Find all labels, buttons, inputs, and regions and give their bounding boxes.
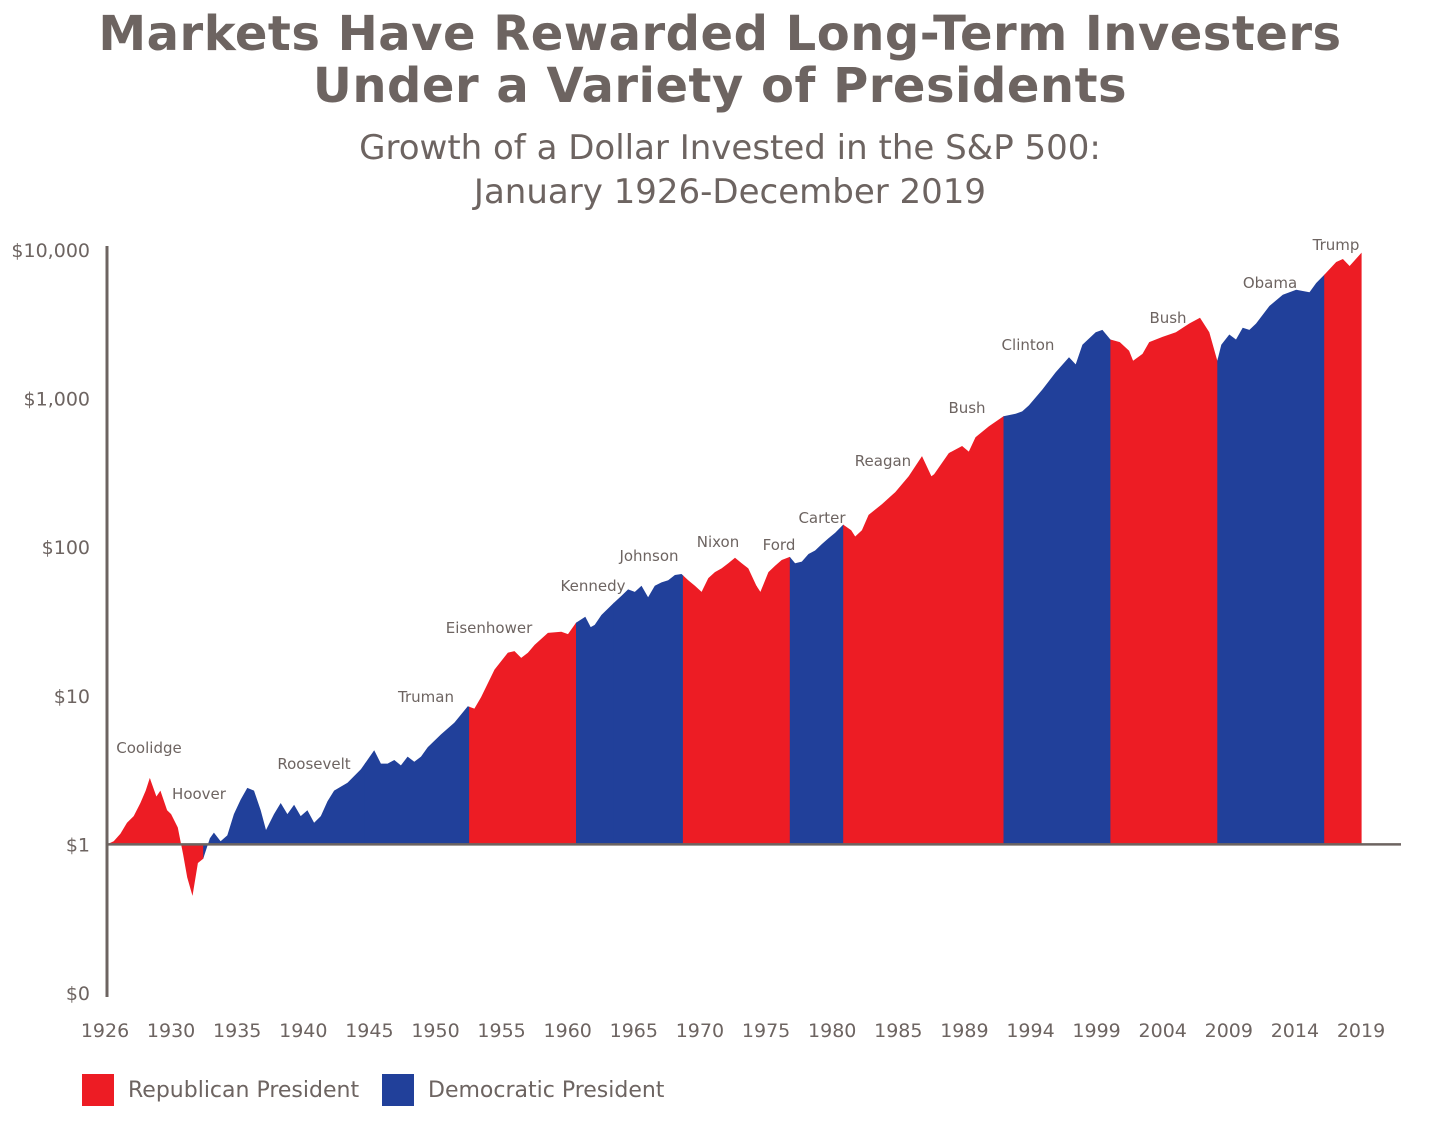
- chart-subtitle-line-1: Growth of a Dollar Invested in the S&P 5…: [359, 128, 1101, 168]
- legend-label-democratic: Democratic President: [428, 1077, 665, 1103]
- y-tick-label: $100: [42, 537, 90, 559]
- area-band-ford-8: [756, 252, 791, 896]
- y-tick-label: $10,000: [11, 240, 90, 262]
- x-tick-label: 2019: [1337, 1020, 1385, 1042]
- x-tick-label: 1994: [1006, 1020, 1054, 1042]
- x-tick-label: 1965: [610, 1020, 658, 1042]
- president-label-obama: Obama: [1243, 274, 1297, 292]
- president-label-bush: Bush: [1149, 309, 1186, 327]
- area-band-reagan-10: [843, 252, 951, 896]
- area-band-bush-13: [1110, 252, 1218, 896]
- area-band-bush-11: [950, 252, 1005, 896]
- area-band-johnson-6: [613, 252, 684, 896]
- president-label-nixon: Nixon: [697, 533, 740, 551]
- president-label-roosevelt: Roosevelt: [277, 755, 350, 773]
- chart-subtitle-line-2: January 1926-December 2019: [473, 172, 987, 212]
- x-tick-label: 2009: [1205, 1020, 1253, 1042]
- x-tick-label: 1926: [81, 1020, 129, 1042]
- area-band-trump-15: [1324, 252, 1362, 896]
- y-tick-label: $1,000: [24, 389, 90, 411]
- x-tick-label: 1989: [940, 1020, 988, 1042]
- chart-title-line-1: Markets Have Rewarded Long-Term Invester…: [98, 6, 1342, 62]
- chart-title-line-2: Under a Variety of Presidents: [312, 58, 1128, 114]
- legend-item-democratic: Democratic President: [382, 1072, 664, 1108]
- area-band-coolidge-0: [107, 252, 151, 896]
- x-tick-label: 1975: [742, 1020, 790, 1042]
- legend-item-republican: Republican President: [82, 1072, 359, 1108]
- x-tick-label: 1945: [345, 1020, 393, 1042]
- legend-label-republican: Republican President: [128, 1077, 360, 1103]
- president-label-eisenhower: Eisenhower: [446, 619, 533, 637]
- president-label-johnson: Johnson: [618, 547, 678, 565]
- president-label-clinton: Clinton: [1002, 336, 1055, 354]
- president-label-trump: Trump: [1312, 236, 1360, 254]
- x-tick-label: 1970: [676, 1020, 724, 1042]
- x-tick-label: 1940: [279, 1020, 327, 1042]
- legend-swatch-democratic: [382, 1074, 414, 1106]
- area-band-obama-14: [1217, 252, 1325, 896]
- area-band-carter-9: [789, 252, 844, 896]
- president-label-hoover: Hoover: [172, 785, 227, 803]
- x-tick-label: 1960: [544, 1020, 592, 1042]
- area-band-hoover-1: [149, 252, 204, 896]
- president-label-truman: Truman: [397, 688, 454, 706]
- x-tick-label: 1935: [213, 1020, 261, 1042]
- area-band-roosevelt-2: [203, 252, 366, 896]
- x-tick-label: 1950: [411, 1020, 459, 1042]
- president-label-ford: Ford: [763, 536, 796, 554]
- area-band-nixon-7: [682, 252, 757, 896]
- y-tick-label: $1: [66, 834, 90, 856]
- x-tick-label: 2004: [1139, 1020, 1187, 1042]
- y-tick-label: $0: [66, 983, 90, 1005]
- president-label-coolidge: Coolidge: [116, 739, 181, 757]
- president-label-reagan: Reagan: [855, 452, 911, 470]
- y-tick-label: $10: [54, 686, 90, 708]
- x-tick-label: 1980: [808, 1020, 856, 1042]
- president-label-carter: Carter: [798, 509, 846, 527]
- area-band-kennedy-5: [576, 252, 614, 896]
- x-tick-label: 2014: [1271, 1020, 1319, 1042]
- x-tick-label: 1930: [147, 1020, 195, 1042]
- president-label-bush: Bush: [948, 399, 985, 417]
- x-tick-label: 1955: [477, 1020, 525, 1042]
- president-label-kennedy: Kennedy: [561, 577, 626, 595]
- x-tick-label: 1985: [874, 1020, 922, 1042]
- area-band-clinton-12: [1003, 252, 1111, 896]
- x-tick-label: 1999: [1072, 1020, 1120, 1042]
- legend-swatch-republican: [82, 1074, 114, 1106]
